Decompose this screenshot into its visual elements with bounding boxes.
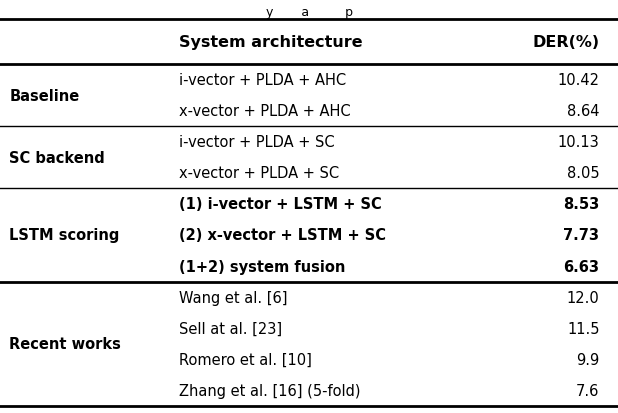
Text: (1+2) system fusion: (1+2) system fusion — [179, 259, 345, 274]
Text: Zhang et al. [16] (5-fold): Zhang et al. [16] (5-fold) — [179, 383, 361, 398]
Text: 8.05: 8.05 — [567, 166, 599, 181]
Text: 8.53: 8.53 — [563, 197, 599, 212]
Text: 7.73: 7.73 — [564, 228, 599, 243]
Text: (2) x-vector + LSTM + SC: (2) x-vector + LSTM + SC — [179, 228, 386, 243]
Text: 12.0: 12.0 — [567, 290, 599, 305]
Text: 8.64: 8.64 — [567, 104, 599, 119]
Text: 10.42: 10.42 — [557, 73, 599, 88]
Text: 11.5: 11.5 — [567, 321, 599, 336]
Text: i-vector + PLDA + AHC: i-vector + PLDA + AHC — [179, 73, 346, 88]
Text: DER(%): DER(%) — [532, 35, 599, 50]
Text: i-vector + PLDA + SC: i-vector + PLDA + SC — [179, 135, 335, 150]
Text: y       a         p: y a p — [266, 6, 352, 19]
Text: (1) i-vector + LSTM + SC: (1) i-vector + LSTM + SC — [179, 197, 382, 212]
Text: Wang et al. [6]: Wang et al. [6] — [179, 290, 288, 305]
Text: System architecture: System architecture — [179, 35, 363, 50]
Text: 10.13: 10.13 — [557, 135, 599, 150]
Text: 7.6: 7.6 — [576, 383, 599, 398]
Text: 9.9: 9.9 — [576, 352, 599, 367]
Text: x-vector + PLDA + AHC: x-vector + PLDA + AHC — [179, 104, 351, 119]
Text: Baseline: Baseline — [9, 88, 80, 103]
Text: 6.63: 6.63 — [564, 259, 599, 274]
Text: x-vector + PLDA + SC: x-vector + PLDA + SC — [179, 166, 339, 181]
Text: Romero et al. [10]: Romero et al. [10] — [179, 352, 312, 367]
Text: Recent works: Recent works — [9, 337, 121, 351]
Text: LSTM scoring: LSTM scoring — [9, 228, 120, 243]
Text: SC backend: SC backend — [9, 150, 105, 165]
Text: Sell at al. [23]: Sell at al. [23] — [179, 321, 282, 336]
